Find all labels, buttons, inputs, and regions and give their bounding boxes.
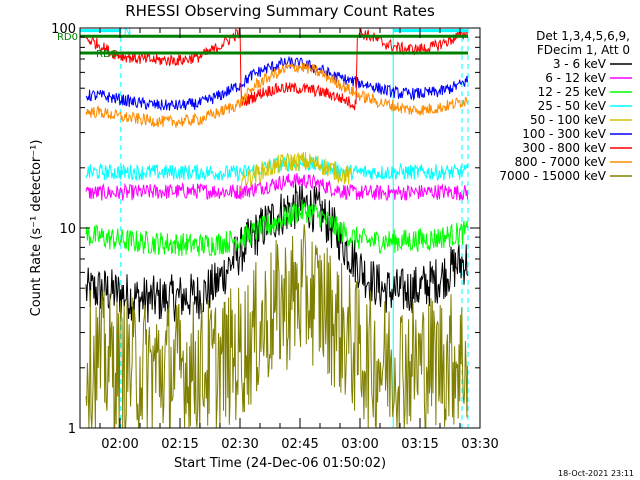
x-tick-label: 03:15 <box>401 437 438 452</box>
y-tick-label: 10 <box>59 222 76 237</box>
legend-label: 3 - 6 keV <box>553 57 607 71</box>
axes: 1 10 100 02:00 02:15 02:30 02:45 03:00 03:15 03:3… <box>51 22 499 452</box>
legend-label: 25 - 50 keV <box>538 99 607 113</box>
y-tick-label: 1 <box>68 422 76 437</box>
legend-label: 300 - 800 keV <box>522 141 606 155</box>
series-line <box>85 62 468 128</box>
series-line <box>85 224 469 430</box>
series-line <box>85 156 469 183</box>
legend-label: 7000 - 15000 keV <box>499 169 606 183</box>
x-tick-label: 03:00 <box>341 437 378 452</box>
footer-timestamp: 18-Oct-2021 23:11 <box>558 469 634 478</box>
x-tick-label: 02:45 <box>281 437 318 452</box>
series-line <box>85 199 469 257</box>
series-group <box>85 27 469 430</box>
legend-header: Det 1,3,4,5,6,9, <box>536 29 630 43</box>
series-line <box>85 172 469 202</box>
legend-header: FDecim 1, Att 0 <box>537 43 630 57</box>
x-tick-label: 03:30 <box>461 437 498 452</box>
x-tick-label: 02:15 <box>161 437 198 452</box>
x-axis-label: Start Time (24-Dec-06 01:50:02) <box>174 456 386 471</box>
attenuator-bars: N RD0 RD6 <box>57 27 468 60</box>
legend-label: 12 - 25 keV <box>538 85 607 99</box>
state-bar-label: RD0 <box>57 32 78 43</box>
y-tick-label: 100 <box>51 22 76 37</box>
state-bar-label: N <box>124 27 131 38</box>
series-line <box>239 152 353 192</box>
y-axis-label: Count Rate (s⁻¹ detector⁻¹) <box>29 140 44 317</box>
x-tick-label: 02:30 <box>221 437 258 452</box>
legend-label: 6 - 12 keV <box>545 71 607 85</box>
series-line <box>85 55 469 112</box>
x-tick-label: 02:00 <box>101 437 138 452</box>
state-bar-label: RD6 <box>96 49 117 60</box>
chart-title: RHESSI Observing Summary Count Rates <box>125 2 435 20</box>
legend-label: 100 - 300 keV <box>522 127 606 141</box>
legend: Det 1,3,4,5,6,9,FDecim 1, Att 03 - 6 keV… <box>499 29 632 183</box>
legend-label: 800 - 7000 keV <box>515 155 607 169</box>
legend-label: 50 - 100 keV <box>530 113 607 127</box>
